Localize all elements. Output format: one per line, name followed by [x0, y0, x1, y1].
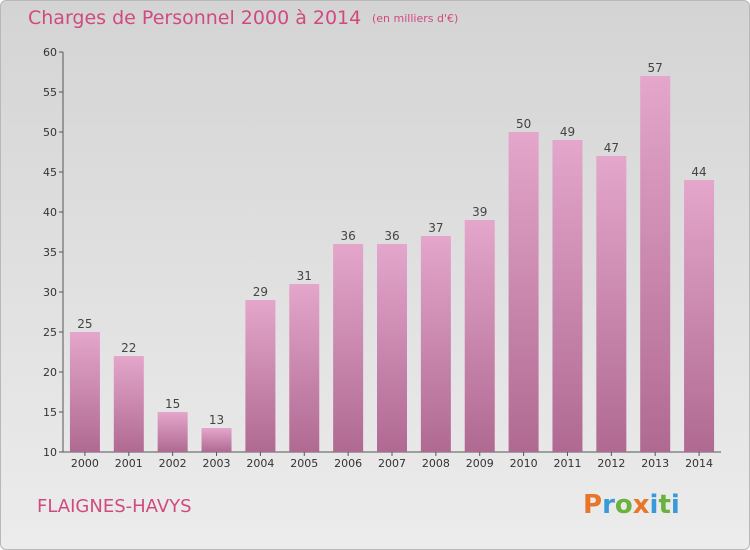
y-tick-label: 60: [43, 46, 57, 59]
bar-2000: [69, 332, 100, 452]
value-label-2007: 36: [384, 229, 399, 243]
value-label-2004: 29: [253, 285, 268, 299]
logo-letter: i: [670, 490, 680, 520]
value-label-2013: 57: [648, 61, 663, 75]
bar-2006: [333, 244, 364, 452]
bar-2014: [684, 180, 715, 452]
value-label-2010: 50: [516, 117, 531, 131]
x-tick-label-2003: 2003: [203, 457, 231, 470]
y-tick-label: 30: [43, 286, 57, 299]
proxiti-logo[interactable]: Proxiti: [583, 490, 680, 520]
value-label-2003: 13: [209, 413, 224, 427]
logo-letter: r: [602, 490, 615, 520]
bar-2003: [201, 428, 232, 452]
bar-2011: [552, 140, 583, 452]
bar-2008: [420, 236, 451, 452]
bar-2001: [113, 356, 144, 452]
logo-letter: P: [583, 490, 603, 520]
x-tick-label-2005: 2005: [290, 457, 318, 470]
chart-title: Charges de Personnel 2000 à 2014: [28, 7, 362, 29]
y-tick-label: 15: [43, 406, 57, 419]
chart-subtitle: (en milliers d'€): [372, 12, 459, 25]
y-tick-label: 45: [43, 166, 57, 179]
value-label-2008: 37: [428, 221, 443, 235]
x-tick-label-2012: 2012: [597, 457, 625, 470]
value-label-2001: 22: [121, 341, 136, 355]
value-label-2005: 31: [297, 269, 312, 283]
logo-letter: o: [614, 490, 633, 520]
logo-letter: x: [632, 490, 650, 520]
value-label-2012: 47: [604, 141, 619, 155]
x-tick-label-2010: 2010: [510, 457, 538, 470]
bar-2010: [508, 132, 539, 452]
x-tick-label-2011: 2011: [553, 457, 581, 470]
value-label-2011: 49: [560, 125, 575, 139]
logo-letter: t: [658, 490, 671, 520]
commune-name: FLAIGNES-HAVYS: [37, 496, 192, 517]
value-label-2002: 15: [165, 397, 180, 411]
bar-2004: [245, 300, 276, 452]
y-tick-label: 25: [43, 326, 57, 339]
y-tick-label: 10: [43, 446, 57, 459]
x-tick-label-2009: 2009: [466, 457, 494, 470]
value-label-2014: 44: [691, 165, 706, 179]
x-tick-label-2002: 2002: [159, 457, 187, 470]
y-tick-label: 20: [43, 366, 57, 379]
x-tick-label-2000: 2000: [71, 457, 99, 470]
x-tick-label-2008: 2008: [422, 457, 450, 470]
y-tick-label: 40: [43, 206, 57, 219]
x-tick-label-2007: 2007: [378, 457, 406, 470]
value-label-2006: 36: [340, 229, 355, 243]
x-tick-label-2001: 2001: [115, 457, 143, 470]
bar-2013: [640, 76, 671, 452]
value-label-2009: 39: [472, 205, 487, 219]
bar-2005: [289, 284, 320, 452]
y-tick-label: 55: [43, 86, 57, 99]
y-tick-label: 50: [43, 126, 57, 139]
x-tick-label-2014: 2014: [685, 457, 713, 470]
bar-2009: [464, 220, 495, 452]
x-tick-label-2006: 2006: [334, 457, 362, 470]
bar-2007: [377, 244, 407, 452]
x-tick-label-2004: 2004: [246, 457, 274, 470]
bar-2012: [596, 156, 627, 452]
logo-letter: i: [649, 490, 659, 520]
x-tick-label-2013: 2013: [641, 457, 669, 470]
y-tick-label: 35: [43, 246, 57, 259]
bar-2002: [157, 412, 188, 452]
value-label-2000: 25: [77, 317, 92, 331]
